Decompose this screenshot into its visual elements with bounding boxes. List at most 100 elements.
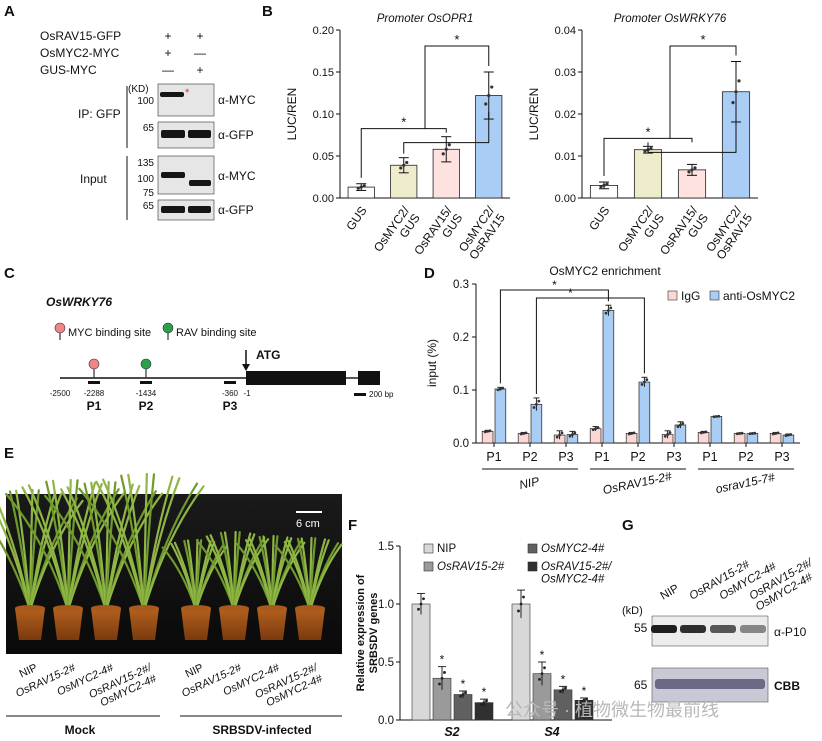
data-point	[484, 102, 488, 106]
x-tick-label: OsRAV15/GUS	[411, 203, 466, 265]
leaf	[308, 543, 343, 612]
x-tick-label: P2	[738, 450, 753, 464]
y-tick-label: 0.0	[453, 438, 469, 450]
scale-label-e: 6 cm	[296, 518, 320, 530]
data-point	[464, 691, 467, 695]
legend-label: OsRAV15-2#/OsMYC2-4#	[541, 561, 613, 586]
data-point	[543, 666, 546, 670]
data-point	[461, 693, 465, 696]
cbb-band	[655, 679, 765, 689]
leaf	[5, 492, 70, 612]
data-point	[693, 166, 697, 170]
data-point	[627, 432, 631, 436]
leaf	[27, 484, 70, 612]
data-point	[499, 387, 502, 391]
sig-star: *	[700, 32, 705, 47]
legend-label: NIP	[437, 543, 457, 555]
exon-2	[358, 371, 380, 385]
data-point	[483, 430, 487, 434]
data-point	[753, 431, 757, 435]
bar	[710, 416, 723, 444]
data-point	[538, 678, 541, 681]
myc-site-icon	[88, 358, 100, 370]
band-ip-gfp-1	[161, 130, 185, 138]
data-point	[731, 101, 735, 105]
data-point	[666, 433, 669, 436]
pot	[53, 608, 83, 640]
row-label-rav15gfp: OsRAV15-GFP	[40, 29, 121, 43]
data-point	[649, 146, 653, 151]
data-point	[564, 686, 567, 690]
chart-f: 0.0 0.5 1.0 1.5 Relative expression ofSRBSDV…	[355, 541, 613, 739]
data-point	[740, 431, 744, 435]
row-label-gusmyc: GUS-MYC	[40, 63, 97, 77]
p10-bands	[651, 625, 766, 633]
legend-rav-label: RAV binding site	[176, 327, 257, 339]
kd-label: (KD)	[128, 84, 149, 95]
sig-star: *	[582, 684, 587, 698]
data-point	[787, 433, 790, 437]
data-point	[558, 433, 561, 437]
data-point	[640, 383, 644, 386]
legend-label: anti-OsMYC2	[723, 289, 795, 303]
leaf	[194, 545, 228, 612]
row-label-myc2myc: OsMYC2-MYC	[40, 46, 120, 60]
data-point	[490, 85, 494, 89]
data-point	[602, 183, 606, 187]
pos-2500: -2500	[50, 389, 71, 398]
data-point	[607, 309, 610, 312]
data-point	[560, 431, 564, 435]
marker-55: 55	[634, 621, 648, 635]
data-point	[704, 430, 708, 434]
sig-bracket	[647, 101, 737, 153]
row3-lane1: —	[162, 63, 174, 77]
data-point	[559, 690, 562, 693]
pos-2288: -2288	[84, 389, 105, 398]
data-point	[441, 152, 445, 156]
y-tick-label: 0.00	[555, 193, 576, 205]
data-point	[522, 595, 525, 599]
data-point	[405, 160, 409, 165]
leaf	[90, 481, 108, 612]
sig-star: *	[482, 685, 487, 699]
leaf	[102, 478, 146, 612]
data-point	[596, 426, 600, 430]
bar	[481, 430, 494, 444]
y-axis-label: Relative expression ofSRBSDV genes	[355, 574, 380, 691]
bar	[746, 433, 759, 444]
p10-band	[680, 625, 706, 633]
lane-labels: NIP OsRAV15-2#OsMYC2-4#OsRAV15-2#/OsMYC2-…	[659, 556, 822, 613]
bar	[494, 388, 507, 444]
bar	[638, 381, 651, 444]
panel-e-photo: 6 cm NIPOsRAV15-2#OsMYC2-4#OsRAV15-2#/Os…	[0, 472, 343, 737]
data-point	[519, 432, 523, 436]
leaf	[78, 487, 146, 612]
data-point	[737, 79, 741, 83]
sig-star: *	[645, 124, 650, 139]
data-point	[774, 432, 777, 435]
panel-c-promoter: OsWRKY76 MYC binding site RAV binding si…	[46, 295, 394, 413]
data-point	[535, 402, 538, 406]
panel-label-c: C	[4, 265, 15, 282]
sig-bracket	[669, 45, 737, 139]
data-point	[599, 185, 603, 189]
data-point	[580, 700, 583, 703]
pos-1: -1	[243, 389, 251, 398]
antibody-label-4: α-GFP	[218, 203, 254, 217]
data-point	[784, 434, 788, 437]
pot-rim	[181, 605, 211, 611]
input-label: Input	[80, 172, 107, 186]
data-point	[717, 414, 721, 418]
ip-marker-65: 65	[143, 123, 155, 134]
leaf	[142, 485, 205, 612]
leaf	[51, 479, 70, 612]
lane-label: OsRAV15-2#/OsMYC2-4#	[748, 556, 822, 613]
atg-label: ATG	[256, 348, 280, 362]
data-point	[459, 694, 462, 698]
x-tick-label: P1	[594, 450, 609, 464]
atg-arrowhead	[242, 364, 250, 371]
p10-band	[740, 625, 766, 633]
x-tick-label: OsMYC2/OsRAV15	[703, 203, 756, 262]
band-input-gfp-1	[161, 206, 185, 213]
